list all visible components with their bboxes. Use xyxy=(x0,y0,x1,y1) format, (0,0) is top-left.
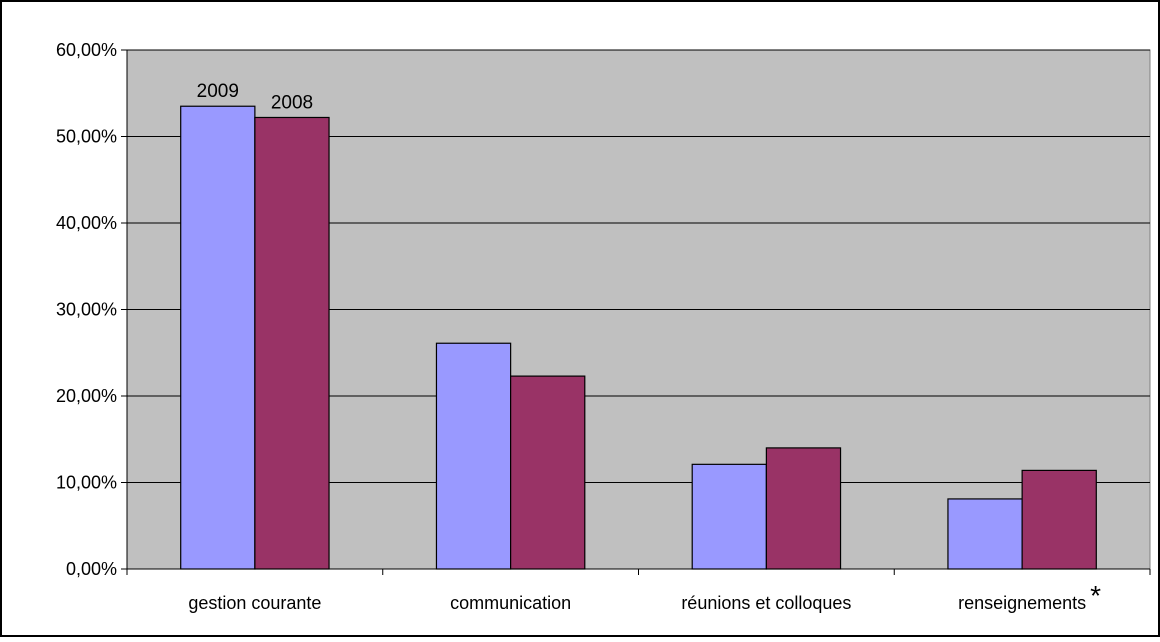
bar-2009-1 xyxy=(180,105,256,570)
bar-2008-2 xyxy=(510,375,586,570)
bar-2009-4 xyxy=(947,498,1023,570)
bar-2008-3 xyxy=(765,447,842,570)
y-tick-label: 20,00% xyxy=(56,386,117,406)
y-tick-label: 30,00% xyxy=(56,300,117,320)
bar-2009-3 xyxy=(691,463,767,570)
x-tick-label: réunions et colloques xyxy=(681,593,851,613)
y-tick-label: 0,00% xyxy=(66,559,117,579)
x-tick-label: communication xyxy=(450,593,571,613)
data-label: 2009 xyxy=(197,81,239,102)
y-tick-label: 60,00% xyxy=(56,40,117,60)
data-label: 2008 xyxy=(271,92,313,113)
bar-2008-4 xyxy=(1021,469,1097,570)
y-tick-label: 50,00% xyxy=(56,127,117,147)
y-tick-label: 40,00% xyxy=(56,213,117,233)
footnote-mark: * xyxy=(1090,580,1101,611)
x-tick-label: renseignements xyxy=(958,593,1086,613)
y-tick-label: 10,00% xyxy=(56,473,117,493)
bar-2009-2 xyxy=(435,342,512,570)
x-tick-label: gestion courante xyxy=(188,593,321,613)
bar-2008-1 xyxy=(254,116,330,570)
bars xyxy=(180,105,1097,570)
labels: 0,00% 10,00% 20,00% 30,00% 40,00% 50,00% 60,00… xyxy=(56,40,1101,613)
